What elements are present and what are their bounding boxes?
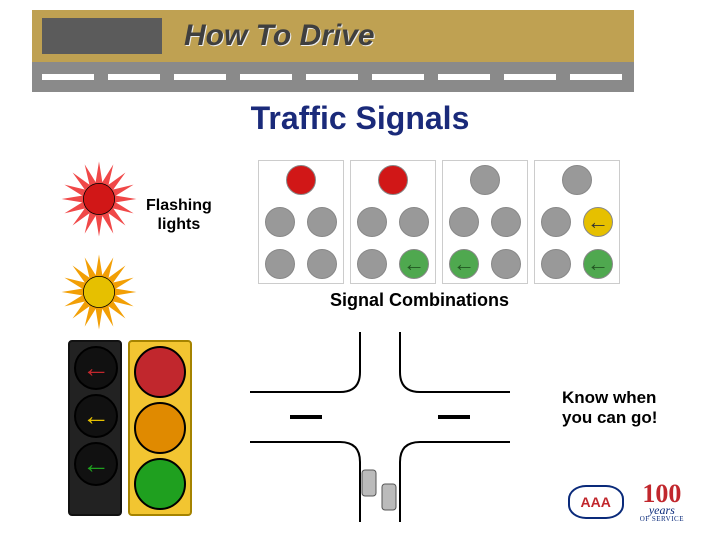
signal-combinations: ←←←← (258, 160, 620, 284)
ball-lens-icon (134, 458, 186, 510)
callout: Know when you can go! (562, 388, 657, 429)
arrow-lens-icon: ← (74, 346, 118, 390)
combo-column: ← (350, 160, 436, 284)
flashing-red-icon (60, 160, 138, 238)
combo-column: ← (442, 160, 528, 284)
years-logo: 100 years OF SERVICE (640, 482, 684, 522)
traffic-light-housings: ←←← (68, 340, 192, 516)
traffic-light-arrow-housing: ←←← (68, 340, 122, 516)
page-title: Traffic Signals (0, 100, 720, 137)
flashing-yellow-icon (60, 253, 138, 331)
banner: How To Drive (32, 10, 634, 92)
aaa-logo: AAA (568, 485, 624, 519)
banner-block (42, 18, 162, 54)
arrow-lens-icon: ← (74, 394, 118, 438)
ball-lens-icon (134, 402, 186, 454)
banner-top: How To Drive (32, 10, 634, 62)
banner-title: How To Drive (184, 19, 375, 53)
flashing-label: Flashing lights (146, 196, 212, 234)
ball-lens-icon (134, 346, 186, 398)
combo-column (258, 160, 344, 284)
traffic-light-ball-housing (128, 340, 192, 516)
combo-column: ←← (534, 160, 620, 284)
intersection-diagram (250, 332, 510, 522)
arrow-lens-icon: ← (74, 442, 118, 486)
intersection-svg (250, 332, 510, 522)
footer-logos: AAA 100 years OF SERVICE (568, 482, 684, 522)
flashing-lights (60, 160, 140, 346)
signal-combinations-label: Signal Combinations (330, 290, 509, 311)
banner-road (32, 62, 634, 92)
